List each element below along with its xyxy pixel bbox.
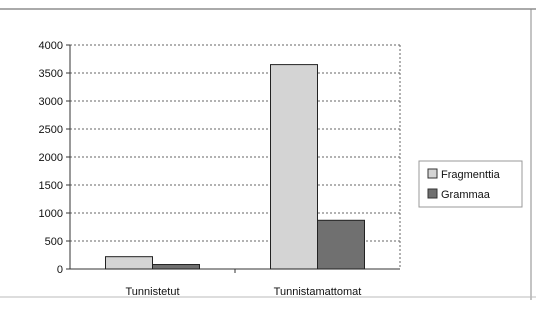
bars xyxy=(105,64,365,270)
legend-box xyxy=(418,160,523,208)
bar-fragmenttia-tunnistetut xyxy=(105,256,153,270)
y-tick-label: 1000 xyxy=(39,208,63,220)
legend-swatch-grammaa xyxy=(427,188,438,199)
legend-label-grammaa: Grammaa xyxy=(441,189,491,201)
y-tick-label: 0 xyxy=(57,264,63,276)
y-tick-label: 2000 xyxy=(39,152,63,164)
y-tick-label: 3000 xyxy=(39,96,63,108)
y-tick-label: 4000 xyxy=(39,40,63,52)
y-tick-label: 3500 xyxy=(39,68,63,80)
gridlines xyxy=(70,44,401,269)
legend-label-fragmenttia: Fragmenttia xyxy=(441,169,501,181)
y-tick-labels: 0 500 1000 1500 2000 2500 3000 3500 4000 xyxy=(39,40,63,276)
legend-swatch-fragmenttia xyxy=(427,168,438,179)
bar-grammaa-tunnistetut xyxy=(152,264,200,270)
y-tick-label: 500 xyxy=(45,236,63,248)
x-tick-labels: Tunnistetut Tunnistamattomat xyxy=(125,286,361,298)
y-tick-label: 2500 xyxy=(39,124,63,136)
x-tick-label: Tunnistamattomat xyxy=(274,286,362,298)
y-tick-label: 1500 xyxy=(39,180,63,192)
legend: Fragmenttia Grammaa xyxy=(418,160,523,208)
bar-grammaa-tunnistamattomat xyxy=(317,219,365,270)
bar-fragmenttia-tunnistamattomat xyxy=(270,64,318,270)
x-tick-label: Tunnistetut xyxy=(125,286,179,298)
